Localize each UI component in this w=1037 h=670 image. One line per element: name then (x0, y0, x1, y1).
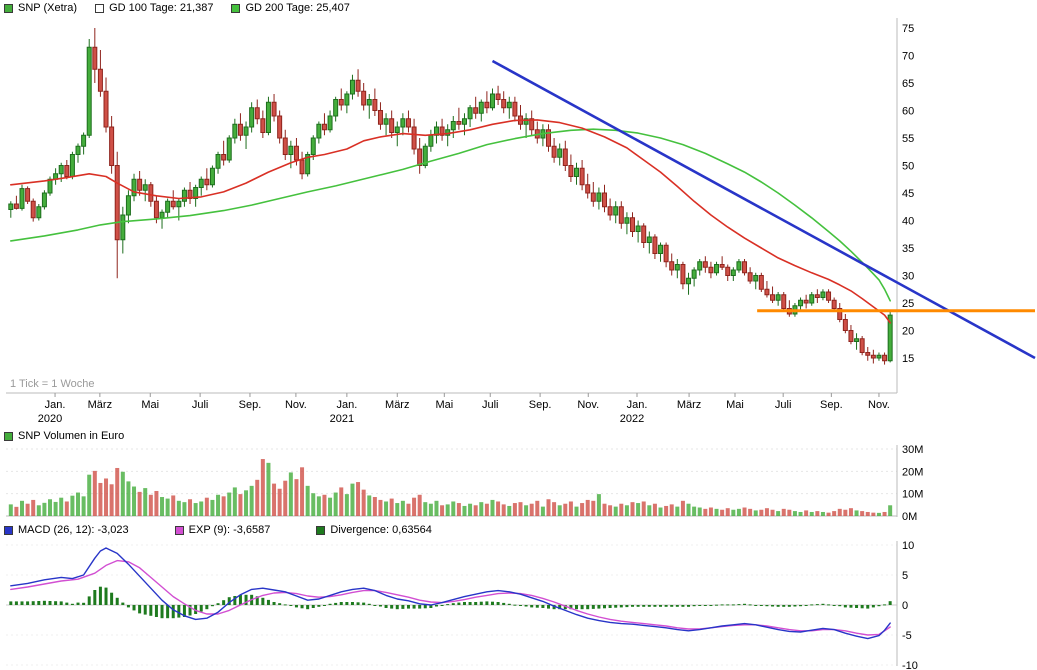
svg-text:Mai: Mai (726, 399, 744, 411)
price-overlays (10, 59, 1036, 360)
svg-text:März: März (385, 399, 409, 411)
svg-text:März: März (677, 399, 701, 411)
svg-text:2021: 2021 (330, 413, 354, 425)
macd-line (10, 547, 891, 640)
volume-panel: 30M 20M 10M 0M (6, 444, 923, 523)
macd-chart-legend: MACD (26, 12): -3,023 EXP (9): -3,6587 D… (4, 523, 478, 537)
macd-panel: 10 5 0 -5 -10 (6, 540, 918, 670)
gd200-line (10, 128, 892, 302)
svg-text:Mai: Mai (435, 399, 453, 411)
svg-text:Jan.: Jan. (627, 399, 648, 411)
price-chart-legend: SNP (Xetra) GD 100 Tage: 21,387 GD 200 T… (4, 1, 368, 15)
svg-text:-5: -5 (902, 630, 912, 642)
legend-item-snp-label: SNP (Xetra) (18, 2, 78, 14)
legend-item-snp: SNP (Xetra) (4, 2, 77, 14)
svg-text:Jan.: Jan. (45, 399, 66, 411)
divergence-series-swatch (316, 525, 326, 535)
svg-text:65: 65 (902, 78, 914, 90)
svg-text:Nov.: Nov. (868, 399, 890, 411)
legend-item-macd: MACD (26, 12): -3,023 (4, 524, 129, 536)
svg-text:Juli: Juli (192, 399, 209, 411)
svg-text:Juli: Juli (482, 399, 499, 411)
legend-item-macd-label: MACD (26, 12): -3,023 (18, 524, 129, 536)
legend-item-divergence: Divergence: 0,63564 (316, 524, 432, 536)
svg-text:15: 15 (902, 353, 914, 365)
exp-series-swatch (174, 525, 184, 535)
svg-text:März: März (88, 399, 112, 411)
svg-text:45: 45 (902, 188, 914, 200)
svg-text:35: 35 (902, 243, 914, 255)
svg-text:0: 0 (902, 600, 908, 612)
svg-text:10: 10 (902, 540, 914, 552)
price-axis: 75 70 65 60 55 50 45 40 35 30 25 20 15 Jan. 2020 März Ma… (6, 18, 914, 425)
svg-text:70: 70 (902, 51, 914, 63)
gd200-series-swatch (231, 3, 241, 13)
legend-item-gd200-label: GD 200 Tage: 25,407 (245, 2, 350, 14)
svg-text:Sep.: Sep. (529, 399, 552, 411)
svg-text:0M: 0M (902, 511, 917, 523)
legend-item-gd100: GD 100 Tage: 21,387 (95, 2, 213, 14)
svg-text:2020: 2020 (38, 413, 62, 425)
svg-text:Nov.: Nov. (577, 399, 599, 411)
svg-text:30: 30 (902, 271, 914, 283)
svg-text:20M: 20M (902, 466, 923, 478)
svg-text:30M: 30M (902, 444, 923, 456)
svg-text:40: 40 (902, 216, 914, 228)
svg-text:25: 25 (902, 298, 914, 310)
legend-item-volume: SNP Volumen in Euro (4, 430, 124, 442)
svg-text:-10: -10 (902, 660, 918, 670)
svg-text:20: 20 (902, 326, 914, 338)
svg-text:50: 50 (902, 161, 914, 173)
svg-text:Juli: Juli (775, 399, 792, 411)
svg-text:10M: 10M (902, 489, 923, 501)
legend-item-exp-label: EXP (9): -3,6587 (188, 524, 271, 536)
legend-item-gd100-label: GD 100 Tage: 21,387 (109, 2, 214, 14)
legend-item-volume-label: SNP Volumen in Euro (18, 430, 125, 442)
volume-series-swatch (4, 431, 13, 441)
exp-line (10, 559, 891, 636)
macd-series-swatch (4, 525, 13, 535)
snp-series-swatch (4, 3, 13, 13)
svg-text:Mai: Mai (141, 399, 159, 411)
svg-text:75: 75 (902, 23, 914, 35)
svg-text:55: 55 (902, 133, 914, 145)
svg-text:5: 5 (902, 570, 908, 582)
svg-text:Sep.: Sep. (820, 399, 843, 411)
gd100-series-swatch (95, 3, 105, 13)
svg-text:Nov.: Nov. (285, 399, 307, 411)
legend-item-exp: EXP (9): -3,6587 (174, 524, 271, 536)
gd100-line (10, 119, 892, 324)
price-candles (8, 28, 893, 365)
svg-text:Jan.: Jan. (336, 399, 357, 411)
tick-interval-note: 1 Tick = 1 Woche (10, 378, 95, 390)
svg-text:Sep.: Sep. (239, 399, 262, 411)
volume-chart-legend: SNP Volumen in Euro (4, 429, 142, 443)
svg-text:60: 60 (902, 106, 914, 118)
svg-text:2022: 2022 (620, 413, 644, 425)
legend-item-divergence-label: Divergence: 0,63564 (330, 524, 432, 536)
legend-item-gd200: GD 200 Tage: 25,407 (231, 2, 350, 14)
downtrend-line (491, 59, 1036, 360)
